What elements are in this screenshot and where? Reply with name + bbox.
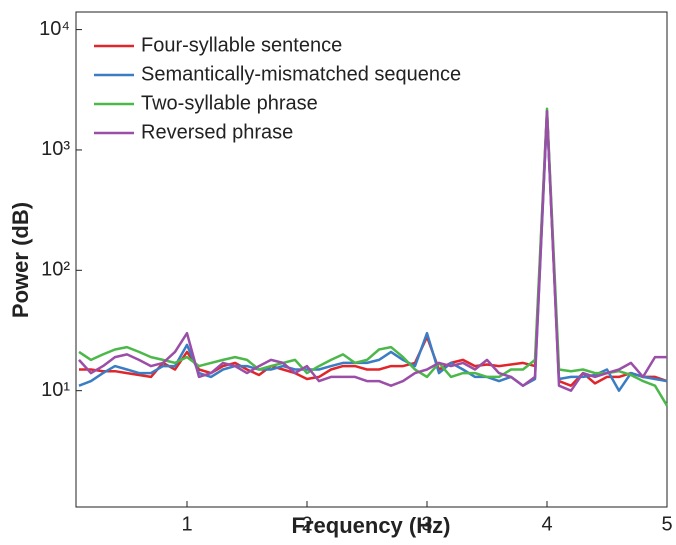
legend-label: Two-syllable phrase <box>141 92 318 114</box>
series-line <box>79 109 668 387</box>
y-tick-label: 10² <box>41 259 70 281</box>
y-tick-label: 10⁴ <box>39 18 70 40</box>
legend-label: Semantically-mismatched sequence <box>141 63 461 85</box>
x-tick-label: 5 <box>661 513 672 535</box>
series-line <box>78 112 668 392</box>
y-tick-label: 10¹ <box>41 379 70 401</box>
x-tick-label: 2 <box>301 513 312 535</box>
series-line <box>78 107 669 407</box>
x-axis-label: Frequency (Hz) <box>292 513 451 538</box>
x-tick-label: 3 <box>421 513 432 535</box>
legend-label: Four-syllable sentence <box>141 34 342 56</box>
legend-label: Reversed phrase <box>141 121 293 143</box>
x-tick-label: 1 <box>181 513 192 535</box>
x-tick-label: 4 <box>541 513 552 535</box>
y-axis-label: Power (dB) <box>8 202 33 318</box>
plot-frame <box>75 11 668 508</box>
y-tick-label: 10³ <box>41 138 70 160</box>
series-line <box>78 109 667 392</box>
